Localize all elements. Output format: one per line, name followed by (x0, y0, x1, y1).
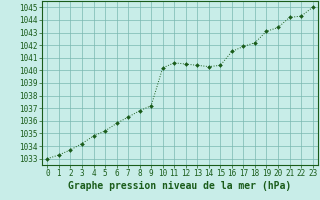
X-axis label: Graphe pression niveau de la mer (hPa): Graphe pression niveau de la mer (hPa) (68, 181, 292, 191)
